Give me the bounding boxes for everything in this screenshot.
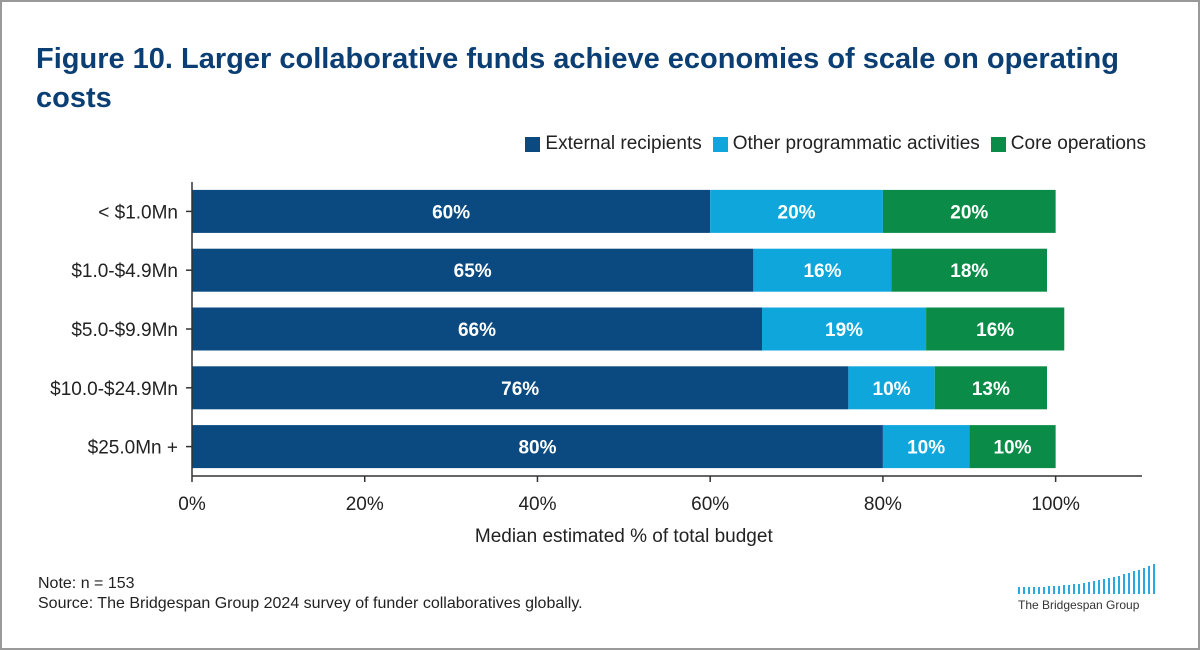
category-label: $25.0Mn +	[88, 438, 178, 459]
data-label: 10%	[873, 379, 911, 400]
logo-bar	[1133, 571, 1135, 594]
bar-external-recipients-2	[192, 307, 762, 351]
data-label: 18%	[950, 261, 988, 282]
logo-bar	[1043, 586, 1045, 594]
logo-bar	[1118, 575, 1120, 594]
x-tick-label: 40%	[518, 494, 556, 515]
source-text: Source: The Bridgespan Group 2024 survey…	[38, 595, 583, 612]
bar-core-operations-1	[891, 248, 1047, 292]
chart-title: Figure 10. Larger collaborative funds ac…	[36, 43, 1119, 114]
bar-core-operations-4	[969, 425, 1056, 469]
data-label: 20%	[950, 202, 988, 223]
x-tick-label: 80%	[864, 494, 902, 515]
legend-swatch-other-programmatic	[712, 136, 728, 152]
bar-external-recipients-4	[192, 425, 883, 469]
bar-core-operations-2	[926, 307, 1065, 351]
logo-bar	[1048, 586, 1050, 594]
legend-item-core-operations: Core operations	[990, 133, 1146, 155]
notes: Note: n = 153 Source: The Bridgespan Gro…	[38, 574, 583, 614]
bar-other-programmatic-activities-3	[848, 366, 935, 410]
bar-other-programmatic-activities-4	[882, 425, 970, 469]
bar-core-operations-3	[934, 366, 1047, 410]
data-label: 10%	[993, 438, 1031, 459]
logo-bar	[1078, 583, 1080, 594]
bar-other-programmatic-activities-0	[710, 189, 883, 233]
x-tick-label: 20%	[346, 494, 384, 515]
logo-bar	[1083, 583, 1085, 594]
logo-bar	[1063, 585, 1065, 594]
bar-other-programmatic-activities-1	[753, 248, 892, 292]
data-label: 10%	[907, 438, 945, 459]
category-label: $5.0-$9.9Mn	[71, 320, 178, 341]
logo-bar	[1093, 581, 1095, 594]
logo-bar	[1068, 584, 1070, 594]
bar-core-operations-0	[882, 189, 1056, 233]
data-label: 19%	[825, 320, 863, 341]
bridgespan-logo: The Bridgespan Group	[1018, 564, 1168, 620]
logo-bar	[1103, 579, 1105, 594]
logo-bar	[1028, 587, 1030, 594]
logo-bars-icon	[1018, 564, 1168, 594]
legend: External recipients Other programmatic a…	[514, 133, 1146, 155]
x-axis-title: Median estimated % of total budget	[475, 526, 774, 547]
logo-bar	[1053, 586, 1055, 594]
legend-label-external-recipients: External recipients	[545, 133, 702, 154]
x-tick-label: 0%	[178, 494, 206, 515]
logo-bar	[1143, 567, 1145, 594]
x-tick-label: 100%	[1031, 494, 1080, 515]
data-label: 13%	[972, 379, 1010, 400]
logo-bar	[1033, 586, 1035, 594]
bar-external-recipients-3	[192, 366, 849, 410]
note-text: Note: n = 153	[38, 575, 135, 592]
logo-bar	[1088, 582, 1090, 594]
legend-item-other-programmatic: Other programmatic activities	[712, 133, 980, 155]
legend-label-other-programmatic: Other programmatic activities	[732, 133, 980, 154]
category-label: $1.0-$4.9Mn	[71, 261, 178, 282]
logo-bar	[1023, 587, 1025, 594]
data-label: 16%	[976, 320, 1014, 341]
bar-external-recipients-0	[192, 189, 711, 233]
data-label: 16%	[803, 261, 841, 282]
logo-bar	[1128, 572, 1130, 594]
legend-item-external-recipients: External recipients	[525, 133, 702, 155]
logo-bar	[1138, 569, 1140, 594]
data-label: 76%	[501, 379, 539, 400]
data-label: 60%	[432, 202, 470, 223]
logo-bar	[1098, 580, 1100, 594]
data-label: 66%	[458, 320, 496, 341]
data-label: 20%	[778, 202, 816, 223]
logo-bar	[1108, 578, 1110, 594]
logo-bar	[1148, 566, 1150, 594]
logo-text: The Bridgespan Group	[1018, 598, 1140, 612]
logo-bar	[1038, 586, 1040, 594]
bar-external-recipients-1	[192, 248, 754, 292]
category-label: < $1.0Mn	[98, 202, 178, 223]
logo-bar	[1073, 584, 1075, 594]
x-tick-label: 60%	[691, 494, 729, 515]
legend-swatch-external-recipients	[525, 136, 541, 152]
logo-bar	[1018, 587, 1020, 594]
logo-bar	[1123, 574, 1125, 594]
logo-bar	[1113, 577, 1115, 594]
category-label: $10.0-$24.9Mn	[50, 379, 178, 400]
logo-bar	[1153, 564, 1155, 594]
legend-swatch-core-operations	[990, 136, 1006, 152]
stacked-bar-chart: 60% 20% 20% < $1.0Mn 65% 16% 18% $1.0-$4.9Mn 66%…	[50, 182, 1142, 547]
data-label: 65%	[454, 261, 492, 282]
logo-bar	[1058, 585, 1060, 594]
data-label: 80%	[518, 438, 556, 459]
bar-other-programmatic-activities-2	[762, 307, 927, 351]
legend-label-core-operations: Core operations	[1010, 133, 1146, 154]
